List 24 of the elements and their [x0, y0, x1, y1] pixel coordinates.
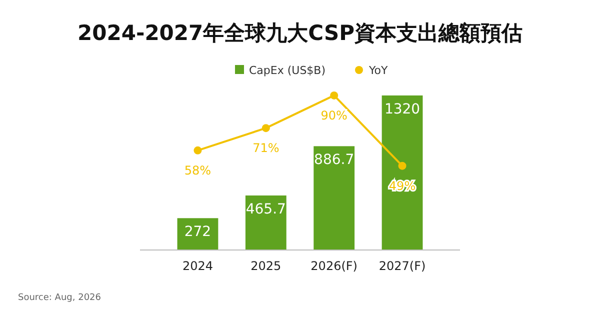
data-label: 58% [184, 163, 212, 178]
point [262, 124, 270, 132]
chart-title: 2024-2027年全球九大CSP資本支出總額預估 [78, 21, 522, 45]
data-label: 1320 [384, 101, 420, 118]
x-tick-label: 2027(F) [378, 259, 426, 273]
data-label: 272 [184, 224, 212, 240]
bar [177, 218, 218, 250]
x-tick-label: 2026(F) [310, 259, 358, 273]
bar [314, 146, 355, 250]
data-label: 71% [252, 141, 280, 156]
data-label: 465.7 [246, 201, 286, 218]
bar [382, 95, 423, 250]
data-label: 886.7 [314, 152, 354, 168]
x-tick-label: 2024 [182, 259, 213, 273]
data-label: 49% [388, 178, 416, 193]
data-label: 90% [320, 108, 348, 122]
point [330, 91, 338, 100]
point [398, 162, 406, 170]
legend-label: CapEx (US$B) [249, 64, 326, 77]
source-note: Source: Aug, 2026 [18, 293, 102, 303]
legend-label: YoY [368, 64, 388, 77]
x-tick-label: 2025 [250, 259, 282, 273]
bar [245, 195, 286, 250]
point [194, 146, 202, 154]
